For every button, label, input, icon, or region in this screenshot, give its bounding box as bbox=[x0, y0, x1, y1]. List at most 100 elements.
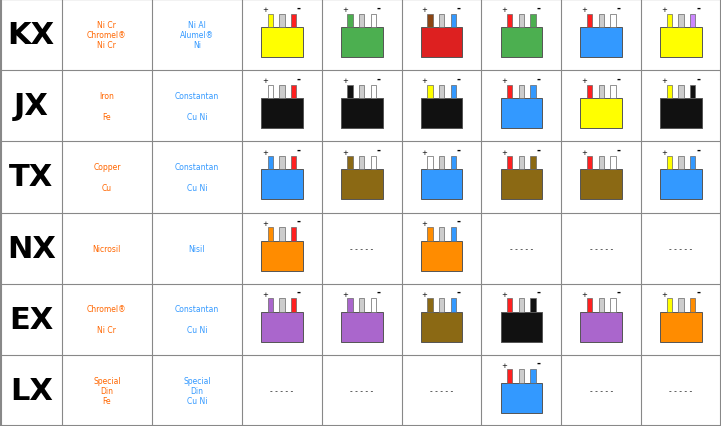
Text: - - - - -: - - - - - bbox=[670, 244, 693, 253]
Text: Nisil: Nisil bbox=[189, 244, 205, 253]
FancyBboxPatch shape bbox=[451, 299, 456, 312]
FancyBboxPatch shape bbox=[261, 170, 303, 200]
FancyBboxPatch shape bbox=[267, 86, 273, 99]
Text: -: - bbox=[696, 3, 700, 13]
Text: +: + bbox=[661, 78, 667, 84]
Text: Copper

Cu: Copper Cu bbox=[93, 163, 120, 193]
Text: NX: NX bbox=[7, 234, 56, 263]
FancyBboxPatch shape bbox=[267, 227, 273, 241]
Text: - - - - -: - - - - - bbox=[350, 244, 373, 253]
FancyBboxPatch shape bbox=[371, 157, 376, 170]
FancyBboxPatch shape bbox=[587, 86, 593, 99]
FancyBboxPatch shape bbox=[261, 28, 303, 58]
Text: +: + bbox=[422, 78, 428, 84]
FancyBboxPatch shape bbox=[267, 299, 273, 312]
FancyBboxPatch shape bbox=[348, 157, 353, 170]
Text: Constantan

Cu Ni: Constantan Cu Ni bbox=[175, 305, 219, 334]
FancyBboxPatch shape bbox=[279, 14, 285, 28]
Text: +: + bbox=[262, 78, 267, 84]
Text: TX: TX bbox=[9, 163, 53, 192]
Text: -: - bbox=[536, 358, 541, 368]
FancyBboxPatch shape bbox=[261, 312, 303, 342]
FancyBboxPatch shape bbox=[359, 157, 364, 170]
FancyBboxPatch shape bbox=[421, 99, 462, 129]
FancyBboxPatch shape bbox=[341, 28, 383, 58]
Text: +: + bbox=[661, 291, 667, 297]
FancyBboxPatch shape bbox=[291, 299, 296, 312]
Text: Chromel®

Ni Cr: Chromel® Ni Cr bbox=[87, 305, 127, 334]
Text: -: - bbox=[297, 287, 301, 297]
Text: +: + bbox=[422, 149, 428, 155]
FancyBboxPatch shape bbox=[580, 312, 622, 342]
FancyBboxPatch shape bbox=[598, 14, 604, 28]
FancyBboxPatch shape bbox=[500, 170, 542, 200]
FancyBboxPatch shape bbox=[518, 14, 524, 28]
Text: -: - bbox=[696, 74, 700, 84]
Text: -: - bbox=[377, 145, 381, 155]
FancyBboxPatch shape bbox=[359, 299, 364, 312]
FancyBboxPatch shape bbox=[451, 86, 456, 99]
FancyBboxPatch shape bbox=[610, 299, 616, 312]
FancyBboxPatch shape bbox=[507, 299, 513, 312]
FancyBboxPatch shape bbox=[341, 99, 383, 129]
FancyBboxPatch shape bbox=[580, 28, 622, 58]
FancyBboxPatch shape bbox=[518, 299, 524, 312]
Text: +: + bbox=[581, 7, 587, 13]
FancyBboxPatch shape bbox=[341, 312, 383, 342]
Text: +: + bbox=[581, 78, 587, 84]
Text: -: - bbox=[377, 287, 381, 297]
Text: -: - bbox=[456, 74, 461, 84]
Text: -: - bbox=[297, 145, 301, 155]
FancyBboxPatch shape bbox=[428, 299, 433, 312]
FancyBboxPatch shape bbox=[341, 170, 383, 200]
Text: +: + bbox=[581, 291, 587, 297]
FancyBboxPatch shape bbox=[667, 299, 672, 312]
FancyBboxPatch shape bbox=[279, 227, 285, 241]
FancyBboxPatch shape bbox=[531, 299, 536, 312]
Text: -: - bbox=[297, 74, 301, 84]
FancyBboxPatch shape bbox=[580, 99, 622, 129]
FancyBboxPatch shape bbox=[291, 157, 296, 170]
FancyBboxPatch shape bbox=[291, 86, 296, 99]
Text: +: + bbox=[502, 78, 508, 84]
FancyBboxPatch shape bbox=[531, 157, 536, 170]
FancyBboxPatch shape bbox=[667, 14, 672, 28]
Text: EX: EX bbox=[9, 305, 53, 334]
Text: +: + bbox=[661, 7, 667, 13]
Text: - - - - -: - - - - - bbox=[590, 244, 613, 253]
FancyBboxPatch shape bbox=[507, 14, 513, 28]
FancyBboxPatch shape bbox=[678, 157, 684, 170]
FancyBboxPatch shape bbox=[610, 14, 616, 28]
FancyBboxPatch shape bbox=[428, 14, 433, 28]
Text: -: - bbox=[536, 145, 541, 155]
Text: +: + bbox=[342, 149, 348, 155]
FancyBboxPatch shape bbox=[428, 86, 433, 99]
FancyBboxPatch shape bbox=[428, 157, 433, 170]
FancyBboxPatch shape bbox=[660, 99, 702, 129]
Text: -: - bbox=[377, 3, 381, 13]
Text: - - - - -: - - - - - bbox=[350, 386, 373, 395]
Text: -: - bbox=[456, 3, 461, 13]
FancyBboxPatch shape bbox=[660, 170, 702, 200]
FancyBboxPatch shape bbox=[500, 28, 542, 58]
FancyBboxPatch shape bbox=[439, 157, 444, 170]
Text: -: - bbox=[616, 3, 620, 13]
FancyBboxPatch shape bbox=[500, 312, 542, 342]
FancyBboxPatch shape bbox=[667, 157, 672, 170]
FancyBboxPatch shape bbox=[660, 312, 702, 342]
FancyBboxPatch shape bbox=[261, 241, 303, 271]
Text: Constantan

Cu Ni: Constantan Cu Ni bbox=[175, 92, 219, 121]
FancyBboxPatch shape bbox=[348, 86, 353, 99]
Text: +: + bbox=[342, 7, 348, 13]
Text: +: + bbox=[422, 7, 428, 13]
Text: Special
Din
Fe: Special Din Fe bbox=[93, 376, 120, 406]
FancyBboxPatch shape bbox=[291, 14, 296, 28]
FancyBboxPatch shape bbox=[507, 86, 513, 99]
Text: +: + bbox=[422, 291, 428, 297]
Text: KX: KX bbox=[8, 21, 55, 50]
FancyBboxPatch shape bbox=[421, 241, 462, 271]
FancyBboxPatch shape bbox=[291, 227, 296, 241]
Text: +: + bbox=[262, 7, 267, 13]
Text: - - - - -: - - - - - bbox=[270, 386, 293, 395]
FancyBboxPatch shape bbox=[428, 227, 433, 241]
